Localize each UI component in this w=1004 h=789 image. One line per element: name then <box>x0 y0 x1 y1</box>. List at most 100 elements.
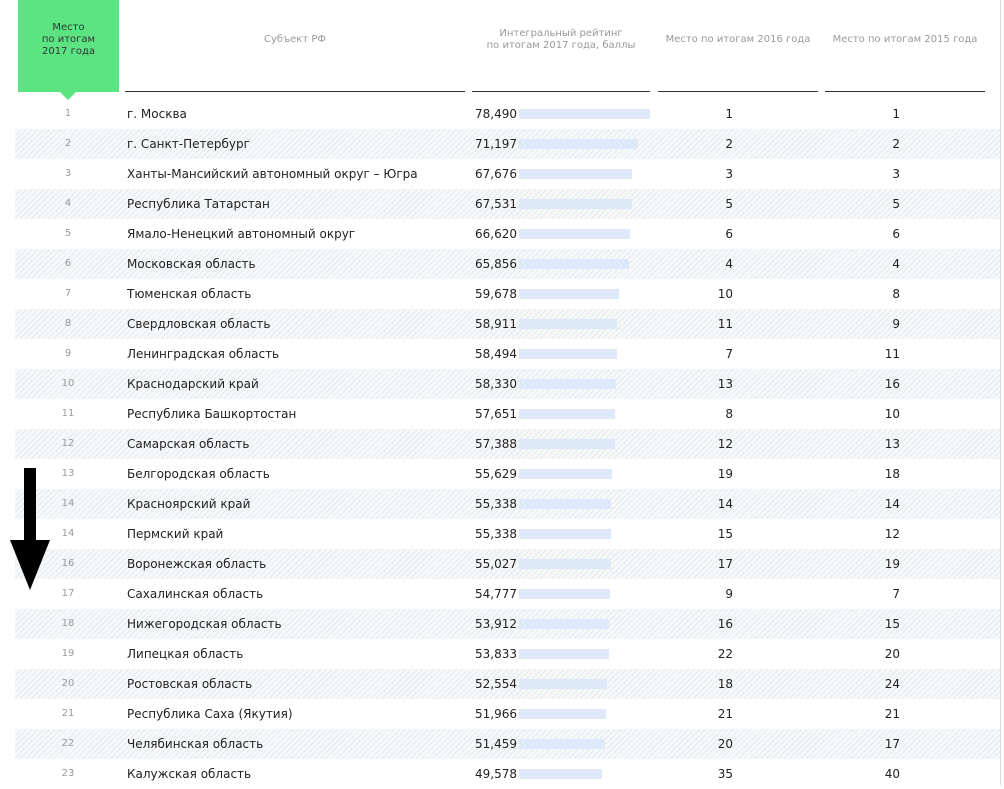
rank: 12 <box>61 438 75 449</box>
table-row: 19 Липецкая область 53,833 22 20 <box>15 639 1000 669</box>
rating-bar <box>519 499 612 509</box>
rating: 58,911 <box>475 317 517 331</box>
rating: 59,678 <box>475 287 517 301</box>
rank-2015: 3 <box>892 167 900 181</box>
rating-bar <box>519 379 617 389</box>
rank-header-box <box>18 0 119 92</box>
table-row: 3 Ханты-Мансийский автономный округ – Югр… <box>15 159 1000 189</box>
rank-2016: 35 <box>717 767 733 781</box>
rating-bar <box>519 739 605 749</box>
header-cell: Субъект РФ <box>264 34 326 45</box>
rank-2016: 1 <box>725 107 733 121</box>
rank-2015: 12 <box>884 527 900 541</box>
rank: 20 <box>61 678 75 689</box>
rank: 17 <box>61 588 75 599</box>
region-name: Республика Башкортостан <box>127 407 297 421</box>
rating-bar <box>519 139 638 149</box>
table-row: 5 Ямало-Ненецкий автономный округ 66,620 6 6 <box>15 219 1000 249</box>
region-name: Ростовская область <box>127 677 253 691</box>
rating-bar <box>519 649 609 659</box>
region-name: Свердловская область <box>127 317 271 331</box>
region-name: Красноярский край <box>127 497 251 511</box>
rating: 71,197 <box>475 137 517 151</box>
rank: 4 <box>64 198 72 209</box>
rank: 22 <box>61 738 75 749</box>
rank-2016: 21 <box>717 707 733 721</box>
rating: 55,338 <box>475 527 517 541</box>
rating: 53,833 <box>475 647 517 661</box>
rating-bar <box>519 469 612 479</box>
rank: 18 <box>61 618 75 629</box>
rating-bar <box>519 199 632 209</box>
rank-2015: 2 <box>892 137 900 151</box>
rating-bar <box>519 289 619 299</box>
table-row: 9 Ленинградская область 58,494 7 11 <box>15 339 1000 369</box>
rating: 58,494 <box>475 347 517 361</box>
region-name: Республика Татарстан <box>127 197 270 211</box>
region-name: Челябинская область <box>127 737 264 751</box>
rating: 53,912 <box>475 617 517 631</box>
rank: 6 <box>64 258 72 269</box>
region-name: г. Москва <box>127 107 187 121</box>
header-rule <box>825 91 985 92</box>
rank-2016: 22 <box>717 647 733 661</box>
rank-2016: 11 <box>717 317 733 331</box>
table-row: 1 г. Москва 78,490 1 1 <box>15 99 1000 129</box>
rating: 57,651 <box>475 407 517 421</box>
region-name: Республика Саха (Якутия) <box>127 707 293 721</box>
rank: 10 <box>61 378 75 389</box>
region-name: Ханты-Мансийский автономный округ – Югра <box>127 167 418 181</box>
rank-2015: 11 <box>884 347 900 361</box>
rating-bar <box>519 559 611 569</box>
rank-2015: 20 <box>884 647 900 661</box>
table-row: 6 Московская область 65,856 4 4 <box>15 249 1000 279</box>
rank-2016: 16 <box>717 617 733 631</box>
region-name: Сахалинская область <box>127 587 264 601</box>
rating-bar <box>519 349 617 359</box>
rating: 54,777 <box>475 587 517 601</box>
rank-2016: 3 <box>725 167 733 181</box>
rank: 19 <box>61 648 75 659</box>
rating-bar <box>519 259 629 269</box>
rank-2016: 5 <box>725 197 733 211</box>
arrow <box>10 468 50 590</box>
rank-2015: 8 <box>892 287 900 301</box>
rank-2016: 17 <box>717 557 733 571</box>
rank-2016: 10 <box>717 287 733 301</box>
rating: 66,620 <box>475 227 517 241</box>
table-row: 16 Воронежская область 55,027 17 19 <box>15 549 1000 579</box>
rating-bar <box>519 589 611 599</box>
rank-2015: 4 <box>892 257 900 271</box>
rating: 57,388 <box>475 437 517 451</box>
rank-2015: 7 <box>892 587 900 601</box>
rating: 55,338 <box>475 497 517 511</box>
pointer <box>60 92 76 100</box>
header-rule <box>658 91 818 92</box>
rank: 8 <box>64 318 72 329</box>
table-row: 13 Белгородская область 55,629 19 18 <box>15 459 1000 489</box>
rank-2015: 24 <box>884 677 900 691</box>
rating: 55,629 <box>475 467 517 481</box>
table-row: 2 г. Санкт-Петербург 71,197 2 2 <box>15 129 1000 159</box>
table-row: 12 Самарская область 57,388 12 13 <box>15 429 1000 459</box>
region-name: Белгородская область <box>127 467 270 481</box>
rank-2016: 9 <box>725 587 733 601</box>
rank-2016: 7 <box>725 347 733 361</box>
rating-bar <box>519 709 606 719</box>
rank-2016: 18 <box>717 677 733 691</box>
table-row: 17 Сахалинская область 54,777 9 7 <box>15 579 1000 609</box>
rank-2015: 9 <box>892 317 900 331</box>
rating-bar <box>519 769 602 779</box>
header-cell: Место по итогам 2016 года <box>665 34 811 45</box>
region-name: Липецкая область <box>127 647 244 661</box>
region-name: Ленинградская область <box>127 347 280 361</box>
rank-2016: 13 <box>717 377 733 391</box>
rating-bar <box>519 529 612 539</box>
rank-2015: 19 <box>884 557 900 571</box>
region-name: Московская область <box>127 257 256 271</box>
border <box>1000 0 1001 785</box>
rating-bar <box>519 619 610 629</box>
table-row: 14 Красноярский край 55,338 14 14 <box>15 489 1000 519</box>
rating-bar <box>519 409 616 419</box>
